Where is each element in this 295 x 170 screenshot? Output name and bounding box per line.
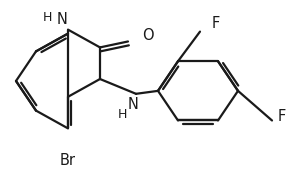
Text: N: N	[57, 12, 68, 27]
Text: F: F	[278, 109, 286, 124]
Text: F: F	[212, 16, 220, 31]
Text: H: H	[42, 11, 52, 24]
Text: Br: Br	[60, 154, 76, 168]
Text: H: H	[117, 108, 127, 121]
Text: O: O	[142, 28, 154, 43]
Text: N: N	[127, 97, 138, 112]
